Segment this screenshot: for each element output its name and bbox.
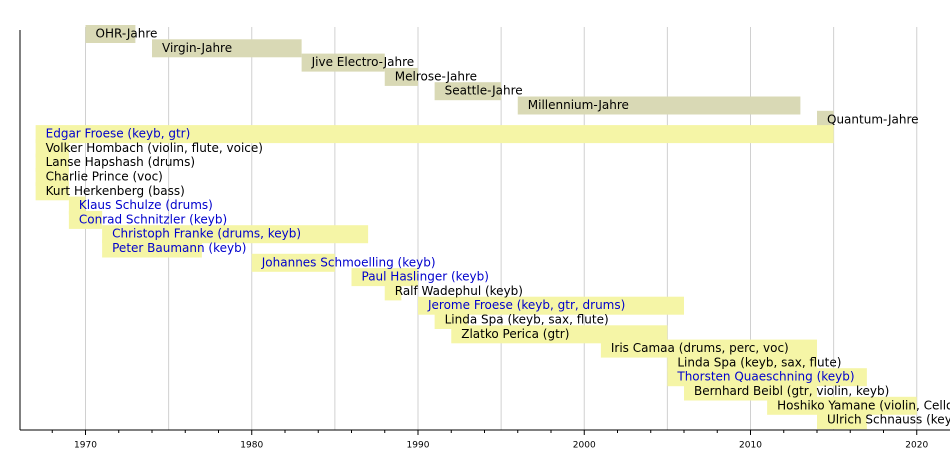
member-bar [68, 196, 86, 215]
era-label: Quantum-Jahre [827, 112, 919, 126]
x-tick-label: 2020 [905, 441, 928, 450]
member-label[interactable]: Paul Haslinger (keyb) [362, 270, 489, 284]
era-bar [434, 82, 502, 101]
era-bar [301, 53, 385, 72]
member-bar [35, 125, 834, 144]
member-bar [451, 325, 668, 344]
member-label: Linda Spa (keyb, sax, flute) [677, 355, 841, 369]
member-label[interactable]: Christoph Franke (drums, keyb) [112, 227, 301, 241]
member-bar [817, 411, 867, 430]
member-bar [418, 296, 684, 315]
member-label: Zlatko Perica (gtr) [461, 327, 569, 341]
member-bar [102, 239, 202, 258]
member-bar [684, 382, 817, 401]
member-bar [600, 339, 817, 358]
member-bar [35, 168, 69, 186]
era-bar [152, 39, 302, 58]
era-bar [517, 96, 801, 115]
era-bar [85, 25, 136, 43]
member-bar [251, 253, 335, 272]
member-label[interactable]: Conrad Schnitzler (keyb) [79, 212, 227, 226]
member-label: Charlie Prince (voc) [46, 170, 163, 184]
member-label: Volker Hombach (violin, flute, voice) [46, 141, 263, 155]
x-tick-label: 2010 [739, 441, 762, 450]
member-label[interactable]: Peter Baumann (keyb) [112, 241, 246, 255]
x-tick-label: 1990 [407, 441, 430, 450]
x-tick-label: 1980 [240, 441, 263, 450]
member-bar [767, 396, 917, 415]
era-label: Millennium-Jahre [528, 98, 629, 112]
member-label[interactable]: Klaus Schulze (drums) [79, 198, 213, 212]
member-label: Hoshiko Yamane (violin, Cello) [777, 398, 950, 412]
x-tick-label: 1970 [74, 441, 97, 450]
member-bar [35, 153, 69, 172]
era-bar [817, 110, 834, 129]
member-bar [667, 368, 867, 387]
member-bar [384, 282, 402, 301]
member-label: Lanse Hapshash (drums) [46, 155, 195, 169]
member-bar [35, 139, 69, 158]
member-label[interactable]: Thorsten Quaeschning (keyb) [676, 370, 854, 384]
era-label: Seattle-Jahre [445, 84, 523, 98]
member-bar [434, 311, 468, 329]
member-bar [351, 268, 418, 287]
member-bar [68, 210, 103, 229]
era-label: OHR-Jahre [96, 27, 158, 41]
member-label: Ulrich Schnauss (keyb) [827, 413, 950, 427]
member-label: Ralf Wadephul (keyb) [395, 284, 523, 298]
member-label: Bernhard Beibl (gtr, violin, keyb) [694, 384, 889, 398]
member-label[interactable]: Johannes Schmoelling (keyb) [261, 255, 436, 269]
member-label: Kurt Herkenberg (bass) [46, 184, 185, 198]
era-label: Virgin-Jahre [162, 41, 232, 55]
member-label[interactable]: Jerome Froese (keyb, gtr, drums) [427, 298, 625, 312]
member-bar [102, 225, 369, 244]
member-label: Linda Spa (keyb, sax, flute) [445, 313, 609, 327]
era-bar [384, 67, 418, 86]
era-label: Melrose-Jahre [395, 69, 477, 83]
member-label: Iris Camaa (drums, perc, voc) [611, 341, 789, 355]
member-label[interactable]: Edgar Froese (keyb, gtr) [46, 127, 191, 141]
x-tick-label: 2000 [573, 441, 596, 450]
member-bar [667, 353, 817, 372]
era-label: Jive Electro-Jahre [311, 55, 415, 69]
member-bar [35, 182, 69, 201]
